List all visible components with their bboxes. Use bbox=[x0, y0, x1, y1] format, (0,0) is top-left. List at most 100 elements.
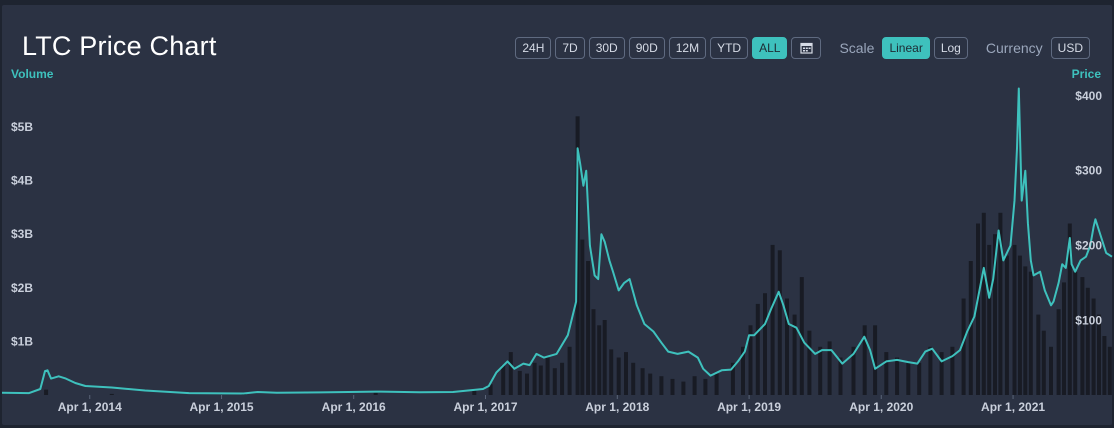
x-axis-tick-label: Apr 1, 2017 bbox=[453, 400, 517, 414]
volume-bar bbox=[659, 376, 664, 395]
volume-bar bbox=[807, 330, 812, 395]
volume-bar bbox=[998, 212, 1003, 395]
volume-bar bbox=[1012, 244, 1017, 395]
volume-bar bbox=[741, 346, 745, 395]
volume-bar bbox=[1036, 314, 1041, 395]
volume-bar bbox=[1107, 346, 1112, 395]
range-24h-button[interactable]: 24H bbox=[515, 37, 552, 59]
volume-bar bbox=[1041, 330, 1046, 395]
volume-bar bbox=[884, 352, 889, 395]
chart-toolbar: 24H 7D 30D 90D 12M YTD ALL Scale Linear … bbox=[511, 36, 1090, 60]
range-30d-button[interactable]: 30D bbox=[588, 37, 625, 59]
x-axis-tick-label: Apr 1, 2019 bbox=[717, 400, 781, 414]
volume-bar bbox=[1056, 309, 1061, 395]
volume-bar bbox=[44, 389, 49, 395]
x-axis-tick-label: Apr 1, 2015 bbox=[190, 400, 254, 414]
volume-bar bbox=[730, 362, 735, 395]
price-axis-tick-label: $400 bbox=[1075, 89, 1102, 103]
volume-bar bbox=[906, 362, 911, 395]
range-90d-button[interactable]: 90D bbox=[628, 37, 665, 59]
volume-bar bbox=[560, 362, 565, 395]
volume-bar bbox=[981, 212, 986, 395]
volume-bar bbox=[917, 362, 922, 395]
chart-panel: LTC Price Chart 24H 7D 30D 90D 12M YTD A… bbox=[2, 5, 1112, 425]
volume-bar bbox=[597, 325, 602, 395]
volume-bar bbox=[616, 357, 621, 395]
volume-bar bbox=[552, 368, 557, 395]
currency-select[interactable]: USD bbox=[1050, 37, 1090, 59]
volume-bar bbox=[501, 365, 506, 395]
volume-bar bbox=[586, 261, 591, 395]
x-axis-tick-label: Apr 1, 2014 bbox=[58, 400, 122, 414]
x-axis-tick-label: Apr 1, 2018 bbox=[585, 400, 649, 414]
volume-bar bbox=[580, 239, 585, 395]
volume-bar bbox=[1080, 277, 1085, 395]
volume-bar bbox=[755, 303, 760, 395]
volume-bar bbox=[939, 352, 944, 395]
volume-bar bbox=[1028, 271, 1033, 395]
range-7d-button[interactable]: 7D bbox=[555, 37, 585, 59]
volume-bar bbox=[670, 378, 675, 395]
volume-bar bbox=[575, 116, 580, 396]
volume-bar bbox=[525, 373, 529, 395]
volume-bar bbox=[609, 349, 614, 395]
range-12m-button[interactable]: 12M bbox=[668, 37, 707, 59]
volume-bar bbox=[631, 362, 636, 395]
volume-bar bbox=[373, 392, 378, 395]
scale-log-button[interactable]: Log bbox=[933, 37, 968, 59]
price-axis-title: Price bbox=[1071, 67, 1101, 81]
volume-bar bbox=[545, 357, 550, 395]
volume-bar bbox=[928, 346, 933, 395]
volume-bar bbox=[1085, 287, 1090, 395]
volume-bar bbox=[648, 373, 653, 395]
price-axis-tick-label: $100 bbox=[1075, 313, 1102, 327]
volume-bar bbox=[532, 362, 537, 395]
calendar-icon bbox=[800, 42, 813, 54]
price-axis-tick-label: $200 bbox=[1075, 239, 1102, 253]
volume-bar bbox=[1097, 314, 1101, 395]
volume-bar bbox=[1067, 223, 1072, 395]
price-line bbox=[1, 87, 1113, 395]
range-all-button[interactable]: ALL bbox=[752, 37, 788, 59]
volume-bar bbox=[692, 376, 697, 395]
volume-bar bbox=[1017, 255, 1022, 395]
volume-axis-tick-label: $4B bbox=[11, 174, 33, 188]
volume-bar bbox=[1073, 271, 1078, 395]
calendar-button[interactable] bbox=[791, 37, 822, 59]
volume-bar bbox=[1091, 298, 1096, 395]
volume-bar bbox=[851, 346, 856, 395]
scale-linear-button[interactable]: Linear bbox=[882, 37, 930, 59]
volume-bar bbox=[1062, 282, 1066, 395]
volume-bar bbox=[838, 357, 843, 395]
volume-bar bbox=[714, 373, 719, 395]
volume-bar bbox=[517, 370, 522, 395]
volume-bar bbox=[950, 346, 955, 395]
volume-bar bbox=[508, 352, 513, 395]
volume-axis-tick-label: $2B bbox=[11, 281, 33, 295]
volume-bar bbox=[968, 261, 973, 395]
volume-bar bbox=[109, 393, 114, 395]
volume-bar bbox=[538, 365, 543, 395]
volume-bar bbox=[976, 223, 980, 395]
x-axis-tick-label: Apr 1, 2021 bbox=[981, 400, 1045, 414]
volume-bar bbox=[873, 325, 878, 395]
volume-bar bbox=[567, 346, 572, 395]
scale-label: Scale bbox=[839, 40, 875, 56]
volume-bar bbox=[895, 357, 900, 395]
volume-axis-title: Volume bbox=[11, 67, 54, 81]
volume-bar bbox=[827, 341, 832, 395]
volume-bar bbox=[993, 234, 997, 395]
volume-bar bbox=[748, 325, 753, 395]
volume-bar bbox=[987, 244, 992, 395]
volume-bar bbox=[1023, 266, 1028, 395]
volume-axis-tick-label: $3B bbox=[11, 227, 33, 241]
volume-bar bbox=[472, 389, 477, 395]
chart-title: LTC Price Chart bbox=[22, 31, 217, 61]
volume-bar bbox=[1049, 346, 1053, 395]
volume-bar bbox=[640, 368, 645, 395]
volume-bar bbox=[624, 352, 628, 395]
range-ytd-button[interactable]: YTD bbox=[710, 37, 749, 59]
volume-bar bbox=[770, 244, 775, 395]
volume-axis-tick-label: $5B bbox=[11, 120, 33, 134]
